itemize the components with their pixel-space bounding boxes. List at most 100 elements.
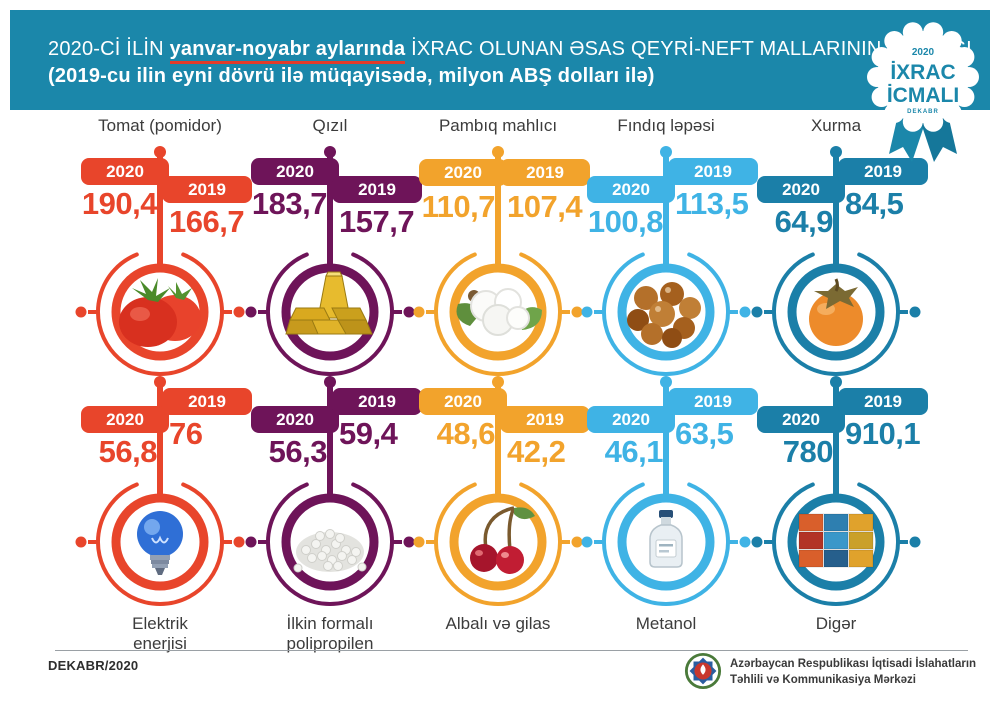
header-band: 2020-Cİ İLİN yanvar-noyabr aylarında İXR… (10, 10, 990, 110)
stem-line (157, 382, 163, 497)
badge-year: 2020 (912, 47, 935, 58)
product-name: İlkin formalı polipropilen (286, 614, 374, 653)
persimmon-icon (809, 278, 863, 346)
product-name: Elektrik enerjisi (132, 614, 188, 653)
stem-line (833, 152, 839, 267)
value-2019: 157,7 (339, 204, 415, 239)
product-name: Digər (815, 614, 857, 633)
year-tab-2019: 2019 (162, 388, 252, 415)
year-tab-2020: 2020 (251, 158, 339, 185)
product-ring-graphic (751, 240, 921, 376)
product-ring-graphic (751, 470, 921, 606)
year-tab-2019: 2019 (332, 176, 422, 203)
value-2019: 113,5 (675, 186, 749, 221)
year-tab-2020: 2020 (757, 176, 845, 203)
value-2019: 84,5 (845, 186, 904, 221)
header-text: 2020-Cİ İLİN yanvar-noyabr aylarında İXR… (48, 36, 972, 90)
badge-seal-circle (877, 31, 969, 123)
year-tab-2020: 2020 (757, 406, 845, 433)
value-2020: 110,7 (421, 189, 496, 224)
azerbaijan-emblem-icon (684, 652, 722, 690)
product-ring-graphic (75, 470, 245, 606)
year-comparison: 2020 2019 100,8 113,5 (573, 144, 759, 267)
page-subtitle: (2019-cu ilin eyni dövrü ilə müqayisədə,… (48, 65, 655, 87)
badge-word2: İCMALI (887, 84, 959, 107)
footer-date: DEKABR/2020 (48, 658, 139, 673)
year-comparison: 2020 2019 190,4 166,7 (67, 144, 253, 267)
value-2019: 910,1 (845, 416, 921, 451)
product-ring-graphic (581, 240, 751, 376)
value-2020: 100,8 (587, 204, 664, 239)
year-tab-2019: 2019 (838, 158, 928, 185)
organization-line1: Azərbaycan Respublikası İqtisadi İslahat… (730, 658, 977, 670)
tomatoes-icon (119, 278, 201, 347)
product-name: Albalı və gilas (445, 614, 551, 633)
value-2019: 166,7 (169, 204, 245, 239)
stem-line (327, 382, 333, 497)
product-ring-graphic (245, 470, 415, 606)
title-suffix: İXRAC OLUNAN ƏSAS QEYRİ-NEFT MALLARININ … (411, 38, 972, 60)
stem-line (495, 382, 501, 497)
year-comparison: 2020 2019 183,7 157,7 (237, 144, 423, 267)
light-bulb-icon (137, 511, 183, 575)
badge-month: DEKABR (907, 109, 939, 115)
year-tab-2020: 2020 (587, 406, 675, 433)
product-name: Metanol (635, 614, 697, 633)
year-tab-2020: 2020 (81, 406, 169, 433)
product-ring-graphic (245, 240, 415, 376)
stem-line (663, 382, 669, 497)
year-tab-2020: 2020 (81, 158, 169, 185)
year-tab-2019: 2019 (838, 388, 928, 415)
value-2020: 183,7 (251, 186, 328, 221)
value-2019: 59,4 (339, 416, 398, 451)
product-name: Xurma (810, 116, 862, 135)
value-2020: 190,4 (81, 186, 158, 221)
year-tab-2019: 2019 (500, 406, 590, 433)
granules-icon (293, 529, 367, 573)
product-ring-graphic (581, 470, 751, 606)
product-ring-graphic (413, 470, 583, 606)
product-ring-graphic (75, 240, 245, 376)
stem-line (157, 152, 163, 267)
footer-divider (55, 650, 968, 651)
stem-line (663, 152, 669, 267)
product-name: Pambıq mahlıcı (438, 116, 558, 135)
year-comparison: 2020 2019 48,6 42,2 (405, 374, 591, 497)
cherries-icon (470, 506, 535, 574)
year-tab-2019: 2019 (162, 176, 252, 203)
containers-icon (798, 513, 874, 568)
year-tab-2019: 2019 (668, 388, 758, 415)
value-2020: 56,3 (268, 434, 328, 469)
cotton-icon (456, 288, 542, 336)
page-title: 2020-Cİ İLİN yanvar-noyabr aylarında İXR… (48, 36, 972, 64)
year-tab-2020: 2020 (419, 159, 507, 186)
export-review-badge: 2020 İXRAC İCMALI DEKABR (867, 22, 979, 162)
stem-line (495, 152, 501, 267)
hazelnuts-icon (627, 282, 701, 348)
gold-bars-icon (285, 271, 373, 335)
year-comparison: 2020 2019 56,8 76 (67, 374, 253, 497)
year-tab-2020: 2020 (587, 176, 675, 203)
year-comparison: 2020 2019 46,1 63,5 (573, 374, 759, 497)
value-2019: 63,5 (675, 416, 734, 451)
value-2019: 76 (169, 416, 203, 451)
product-name: Tomat (pomidor) (98, 116, 222, 135)
year-tab-2020: 2020 (419, 388, 507, 415)
year-tab-2020: 2020 (251, 406, 339, 433)
value-2020: 56,8 (98, 434, 158, 469)
title-prefix: 2020-Cİ İLİN (48, 38, 164, 60)
value-2020: 780 (782, 434, 834, 469)
product-name: Qızıl (312, 116, 348, 135)
year-tab-2019: 2019 (332, 388, 422, 415)
value-2019: 107,4 (507, 189, 583, 224)
product-ring-graphic (413, 240, 583, 376)
value-2020: 46,1 (604, 434, 664, 469)
title-highlight: yanvar-noyabr aylarında (169, 38, 406, 64)
value-2020: 48,6 (436, 416, 496, 451)
year-comparison: 2020 2019 64,9 84,5 (743, 144, 929, 267)
product-name: Fındıq ləpəsi (617, 116, 715, 135)
year-tab-2019: 2019 (668, 158, 758, 185)
year-comparison: 2020 2019 110,7 107,4 (405, 144, 591, 267)
stem-line (327, 152, 333, 267)
